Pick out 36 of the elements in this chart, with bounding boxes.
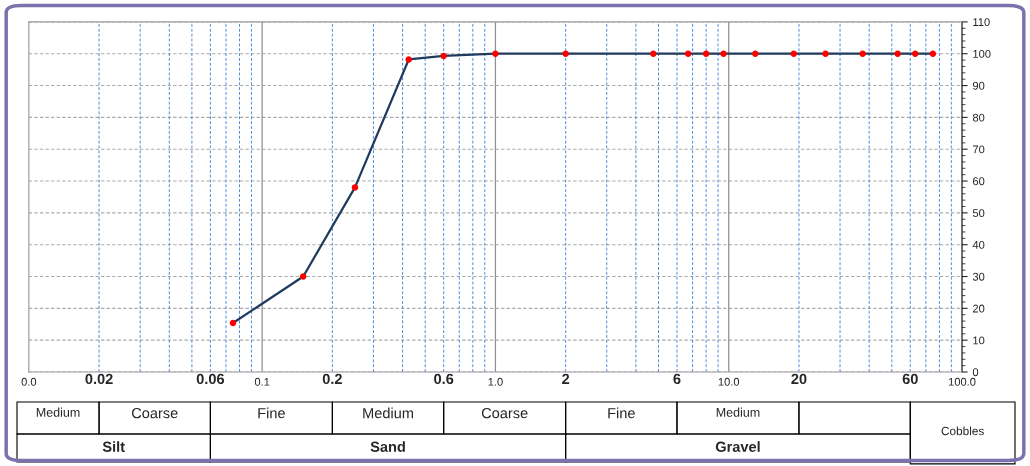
text: Coarse [481,407,528,419]
y-tick-label: 20 [973,304,985,313]
text: Medium [363,407,413,419]
y-tick-label: 90 [972,81,985,90]
text: Fine [258,407,285,419]
y-tick-label: 40 [972,240,985,249]
text: Sand [370,441,405,452]
x-tick-label: 10.0 [718,377,740,386]
text: Cobbles [941,426,984,436]
y-tick-label: 110 [973,18,990,27]
y-tick-label: 10 [973,336,985,345]
x-tick-label: 20 [791,373,807,385]
x-tick-label: 0.2 [322,373,342,385]
y-tick-label: 70 [973,145,985,154]
x-tick-label: 0.1 [254,377,270,386]
y-tick-label: 80 [972,113,985,122]
y-tick-label: 50 [972,209,985,217]
y-tick-label: 30 [972,272,985,281]
x-tick-label: 1.0 [488,377,503,386]
x-tick-label: 6 [673,373,681,385]
y-tick-label: 60 [973,177,985,186]
text: Medium [36,407,80,417]
text: Coarse [131,407,178,419]
x-tick-label: 0.0 [21,377,37,386]
y-tick-label: 100 [973,50,991,58]
text: Gravel [715,441,760,452]
text: Silt [102,441,125,452]
x-tick-label: 100.0 [948,377,976,386]
x-tick-label: 0.6 [434,373,454,385]
x-tick-label: 0.02 [85,373,113,385]
x-tick-label: 2 [562,373,570,384]
x-tick-label: 60 [902,373,918,385]
text: Medium [716,407,760,417]
x-tick-label: 0.06 [196,373,225,385]
text: Fine [608,407,635,419]
y-tick-label: 0 [972,368,979,377]
